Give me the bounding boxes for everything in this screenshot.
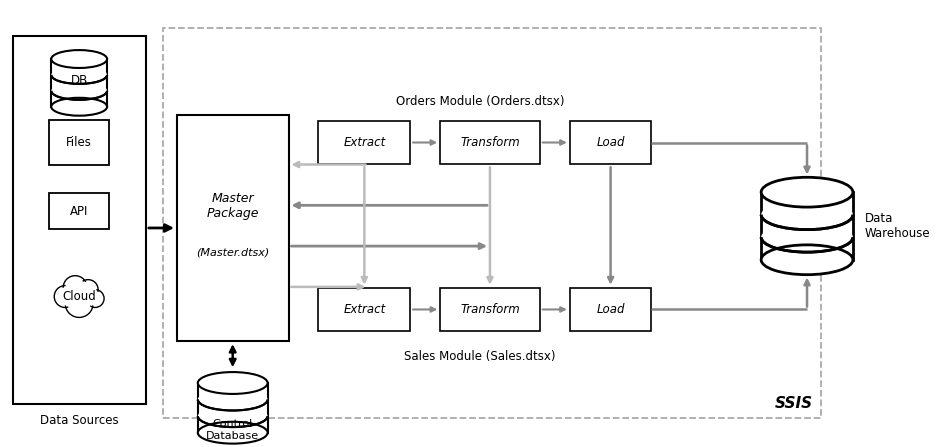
Ellipse shape (762, 222, 853, 252)
Bar (163, 28, 821, 418)
Bar (319, 121, 410, 164)
Circle shape (65, 290, 93, 317)
Text: DB: DB (70, 74, 88, 88)
Text: Master
Package: Master Package (207, 192, 259, 220)
Text: Data Sources: Data Sources (40, 414, 119, 427)
Text: SSIS: SSIS (775, 396, 813, 411)
Bar (177, 115, 288, 341)
Text: Load: Load (596, 303, 625, 316)
Bar (50, 120, 109, 165)
Text: Files: Files (67, 136, 92, 149)
Ellipse shape (198, 388, 268, 410)
Bar (569, 121, 651, 164)
Circle shape (88, 291, 103, 306)
Circle shape (66, 278, 85, 297)
Ellipse shape (51, 50, 107, 68)
Circle shape (80, 282, 96, 298)
Ellipse shape (198, 405, 268, 427)
Text: Sales Module (Sales.dtsx): Sales Module (Sales.dtsx) (405, 350, 556, 363)
Text: Orders Module (Orders.dtsx): Orders Module (Orders.dtsx) (396, 95, 565, 108)
Circle shape (86, 290, 104, 308)
Circle shape (68, 292, 90, 315)
Text: Extract: Extract (344, 303, 386, 316)
Text: Cloud: Cloud (62, 290, 96, 303)
Bar (762, 192, 853, 260)
Ellipse shape (762, 245, 853, 274)
Ellipse shape (762, 200, 853, 230)
Text: (Master.dtsx): (Master.dtsx) (196, 248, 269, 258)
Circle shape (63, 276, 88, 299)
Circle shape (78, 280, 98, 299)
Bar (51, 59, 107, 107)
Ellipse shape (51, 82, 107, 100)
Ellipse shape (51, 66, 107, 84)
Text: API: API (70, 205, 89, 218)
Text: Transform: Transform (460, 136, 520, 149)
Text: Data
Warehouse: Data Warehouse (864, 212, 930, 240)
Circle shape (54, 286, 76, 308)
Text: Control
Database: Control Database (207, 419, 259, 440)
Bar (569, 287, 651, 331)
Bar (319, 287, 410, 331)
Text: Load: Load (596, 136, 625, 149)
Circle shape (56, 287, 74, 305)
Text: Transform: Transform (460, 303, 520, 316)
Bar (50, 193, 109, 229)
Bar (440, 287, 540, 331)
Ellipse shape (198, 372, 268, 394)
Ellipse shape (51, 98, 107, 116)
Bar (13, 36, 146, 404)
Text: Extract: Extract (344, 136, 386, 149)
Bar (440, 121, 540, 164)
Ellipse shape (762, 177, 853, 207)
Bar (198, 383, 268, 433)
Ellipse shape (198, 422, 268, 443)
